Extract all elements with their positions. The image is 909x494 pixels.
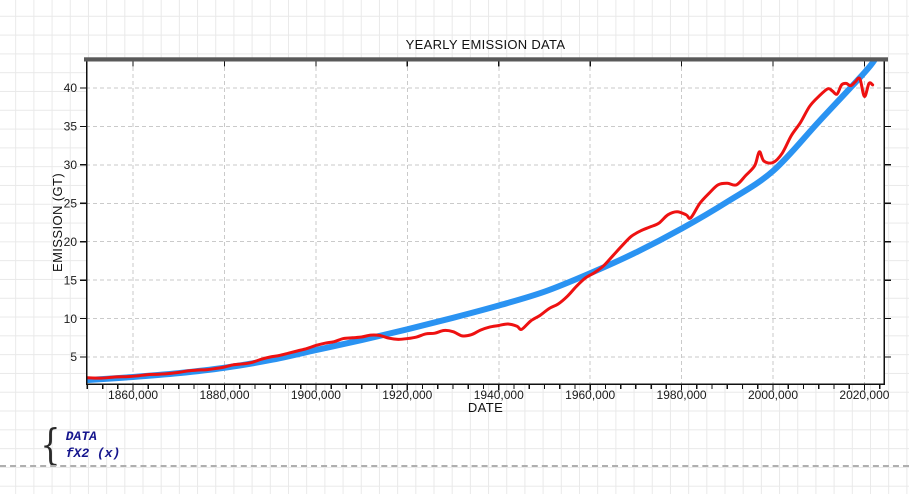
y-tick-label: 15 [64,273,78,287]
x-tick-label: 1960,000 [565,388,615,402]
system-brace: { [40,420,61,469]
legend-region[interactable]: { DATA fX2 (x) [37,424,120,466]
y-tick-label: 35 [64,120,78,134]
plot-area [86,60,885,385]
legend-item-fit-label: fX2 (x) [65,446,121,461]
data-series-path [86,76,875,380]
y-axis-title: EMISSION (GT) [50,172,65,273]
plot-top-bar[interactable] [84,57,888,62]
page-break-line [0,465,909,467]
x-tick-label: 1860,000 [108,388,158,402]
chart-title: YEARLY EMISSION DATA [405,37,566,52]
legend-item-data-label: DATA [65,429,97,444]
x-tick-label: 2020,000 [839,388,889,402]
y-tick-label: 5 [70,350,77,364]
y-tick-label: 20 [64,235,78,249]
x-tick-label: 1940,000 [474,388,524,402]
legend-items: DATA fX2 (x) [66,428,121,462]
x-tick-label: 1980,000 [657,388,707,402]
plot-border [86,60,885,385]
y-tick-label: 40 [64,81,78,95]
y-tick-label: 10 [64,312,78,326]
x-tick-label: 1900,000 [291,388,341,402]
x-tick-label: 1880,000 [199,388,249,402]
y-tick-label: 30 [64,158,78,172]
y-tick-label: 25 [64,196,78,210]
x-tick-label: 1920,000 [382,388,432,402]
x-tick-label: 2000,000 [748,388,798,402]
x-axis-title: DATE [467,400,504,415]
